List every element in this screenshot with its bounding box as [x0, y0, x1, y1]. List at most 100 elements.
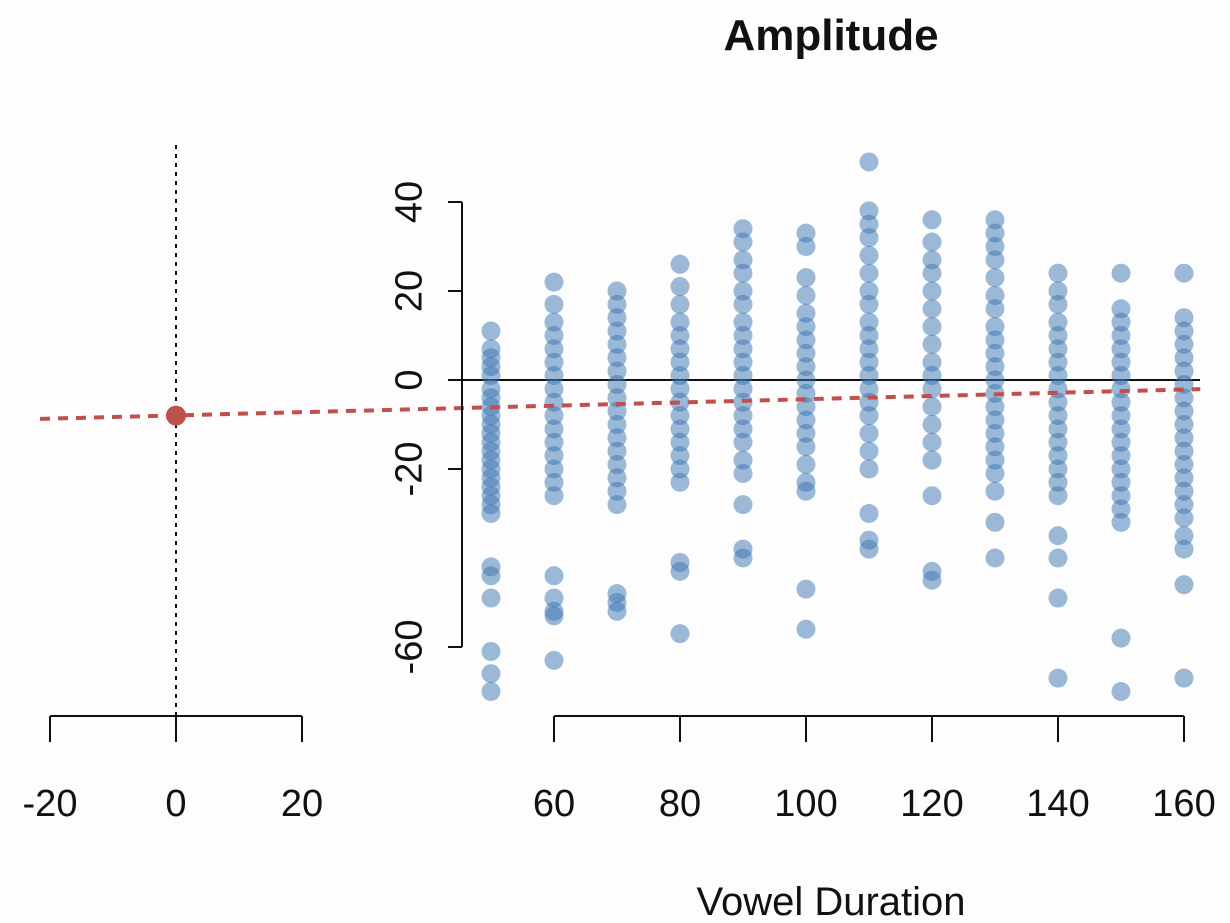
data-point [670, 294, 690, 314]
data-point [859, 339, 879, 359]
data-point [544, 294, 564, 314]
data-point [859, 423, 879, 443]
data-point [796, 317, 816, 337]
data-point [796, 370, 816, 390]
intercept-tick-label: -20 [23, 783, 78, 825]
data-point [922, 450, 942, 470]
data-point [733, 250, 753, 270]
data-point [544, 406, 564, 426]
data-point [859, 504, 879, 523]
y-tick-label: -60 [388, 620, 430, 675]
data-point [670, 472, 690, 492]
data-point [796, 481, 816, 501]
data-point [1111, 263, 1131, 283]
data-point [1048, 406, 1068, 426]
data-point [670, 379, 690, 399]
data-point [1048, 588, 1068, 608]
data-point [481, 588, 501, 608]
data-point [859, 214, 879, 234]
data-point [1048, 312, 1068, 332]
data-point [922, 379, 942, 399]
data-point [1111, 419, 1131, 439]
data-point [1174, 455, 1194, 475]
x-tick-label: 100 [774, 783, 837, 825]
data-point [1048, 459, 1068, 479]
data-point [985, 397, 1005, 417]
y-tick-label: 20 [388, 270, 430, 312]
data-point [922, 299, 942, 319]
data-point [985, 370, 1005, 390]
intercept-tick-label: 0 [165, 783, 186, 825]
data-point [544, 566, 564, 586]
data-point [1111, 472, 1131, 492]
chart-title: Amplitude [723, 11, 938, 60]
data-point [796, 410, 816, 430]
data-point [1174, 508, 1194, 528]
data-point [859, 201, 879, 221]
data-point [859, 326, 879, 345]
data-point [544, 339, 564, 359]
data-point [985, 548, 1005, 568]
regression-line-path [39, 387, 1201, 421]
data-point [1111, 486, 1131, 506]
data-point [733, 450, 753, 470]
x-tick-label: 80 [659, 783, 701, 825]
data-point [607, 468, 627, 488]
data-point [670, 366, 690, 386]
data-point [1174, 539, 1194, 559]
data-point [481, 366, 501, 386]
data-point [922, 281, 942, 301]
data-point [670, 406, 690, 426]
data-point [481, 664, 501, 684]
data-point [859, 294, 879, 314]
data-point [985, 223, 1005, 243]
data-point [985, 317, 1005, 337]
data-point [1048, 263, 1068, 283]
data-point [1111, 512, 1131, 532]
data-point [796, 343, 816, 363]
x-tick-label: 140 [1026, 783, 1089, 825]
data-point [1111, 366, 1131, 386]
y-axis: -60 -20 0 20 40 [388, 181, 463, 675]
data-point [1048, 432, 1068, 452]
data-point [985, 450, 1005, 470]
data-point [1174, 495, 1194, 515]
data-point [670, 561, 690, 581]
y-tick-label: -20 [388, 442, 430, 497]
data-point [544, 650, 564, 670]
data-point [1174, 263, 1194, 283]
data-point [733, 281, 753, 301]
data-point [670, 277, 690, 297]
data-point [1111, 339, 1131, 359]
data-point [670, 432, 690, 452]
data-point [1111, 432, 1131, 452]
data-point [670, 459, 690, 479]
data-point [985, 285, 1005, 305]
reference-lines [175, 145, 1200, 715]
intercept-tick-label: 20 [281, 783, 323, 825]
data-point [985, 481, 1005, 501]
data-point [670, 339, 690, 359]
data-point [607, 321, 627, 341]
data-point [985, 463, 1005, 483]
data-point [1111, 312, 1131, 332]
data-point [1111, 446, 1131, 466]
data-point [733, 326, 753, 345]
data-point [859, 406, 879, 426]
data-point [1048, 366, 1068, 386]
data-point [1174, 468, 1194, 488]
data-point [1048, 548, 1068, 568]
data-point [922, 570, 942, 590]
data-point [985, 437, 1005, 457]
data-point [544, 472, 564, 492]
data-point [1048, 472, 1068, 492]
data-point [859, 245, 879, 265]
data-point [670, 392, 690, 412]
data-point [1111, 392, 1131, 412]
data-point [1048, 326, 1068, 345]
data-point [481, 641, 501, 661]
data-point [481, 682, 501, 701]
data-point [670, 419, 690, 439]
data-point [1048, 294, 1068, 314]
data-point [922, 250, 942, 270]
